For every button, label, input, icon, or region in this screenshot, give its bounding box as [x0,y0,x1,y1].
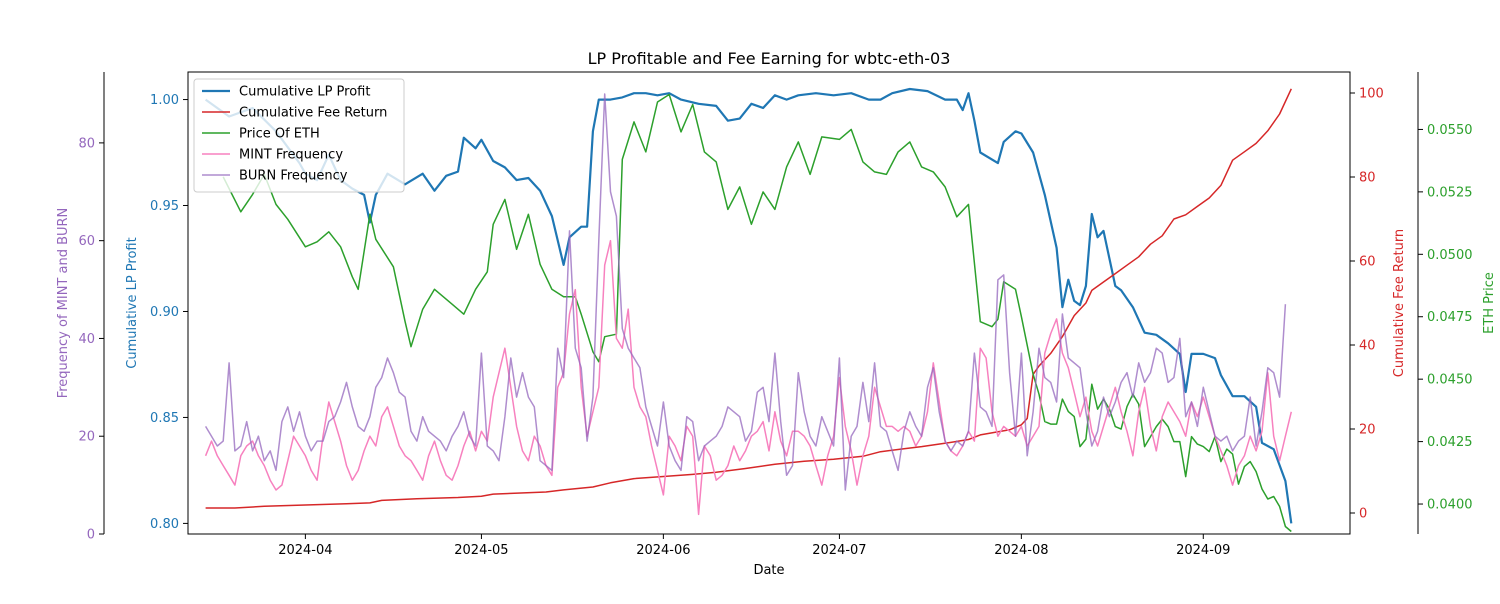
lp-axis-label: Cumulative LP Profit [125,237,140,368]
x-tick-label: 2024-09 [1176,543,1230,558]
fee-tick-label: 0 [1359,507,1367,522]
eth-axis-label: ETH Price [1482,272,1497,334]
series-line-2 [222,93,1292,533]
x-tick-label: 2024-06 [636,543,690,558]
lp-tick-label: 0.90 [150,305,179,320]
legend-label: Cumulative LP Profit [239,85,370,100]
lp-tick-label: 0.80 [150,517,179,532]
legend-label: Cumulative Fee Return [239,106,387,121]
x-tick-label: 2024-08 [994,543,1048,558]
plot-layer [204,87,1293,533]
eth-tick-label: 0.0425 [1427,435,1473,450]
series-line-1 [205,88,1292,509]
chart-title: LP Profitable and Fee Earning for wbtc-e… [588,49,951,68]
x-tick-label: 2024-07 [812,543,866,558]
lp-tick-label: 0.95 [150,199,179,214]
fee-axis-label: Cumulative Fee Return [1392,229,1407,377]
legend-label: MINT Frequency [239,148,343,163]
eth-tick-label: 0.0500 [1427,248,1473,263]
x-tick-label: 2024-04 [278,543,332,558]
x-tick-label: 2024-05 [454,543,508,558]
freq-tick-label: 20 [78,430,95,445]
legend: Cumulative LP Profit Cumulative Fee Retur… [193,78,405,193]
lp-tick-label: 0.85 [150,411,179,426]
freq-tick-label: 40 [78,332,95,347]
eth-tick-label: 0.0550 [1427,123,1473,138]
legend-box [193,78,405,193]
fee-tick-label: 60 [1359,255,1376,270]
freq-tick-label: 0 [87,528,95,543]
eth-tick-label: 0.0450 [1427,373,1473,388]
eth-tick-label: 0.0400 [1427,498,1473,513]
freq-tick-label: 60 [78,234,95,249]
lp-tick-label: 1.00 [150,93,179,108]
fee-tick-label: 20 [1359,423,1376,438]
fee-tick-label: 100 [1359,87,1384,102]
fee-tick-label: 80 [1359,171,1376,186]
legend-label: Price Of ETH [239,127,320,142]
eth-tick-label: 0.0475 [1427,310,1473,325]
axes-layer: 2024-04 2024-05 2024-06 2024-07 2024-08 2024-… [78,71,1473,558]
plot-frame [187,71,1351,535]
x-axis-label: Date [753,563,784,578]
eth-tick-label: 0.0525 [1427,185,1473,200]
series-line-0 [204,87,1293,524]
freq-tick-label: 80 [78,136,95,151]
series-line-3 [204,239,1293,516]
fee-tick-label: 40 [1359,339,1376,354]
legend-label: BURN Frequency [239,169,348,184]
freq-axis-label: Frequency of MINT and BURN [56,208,71,399]
series-line-4 [204,93,1287,491]
